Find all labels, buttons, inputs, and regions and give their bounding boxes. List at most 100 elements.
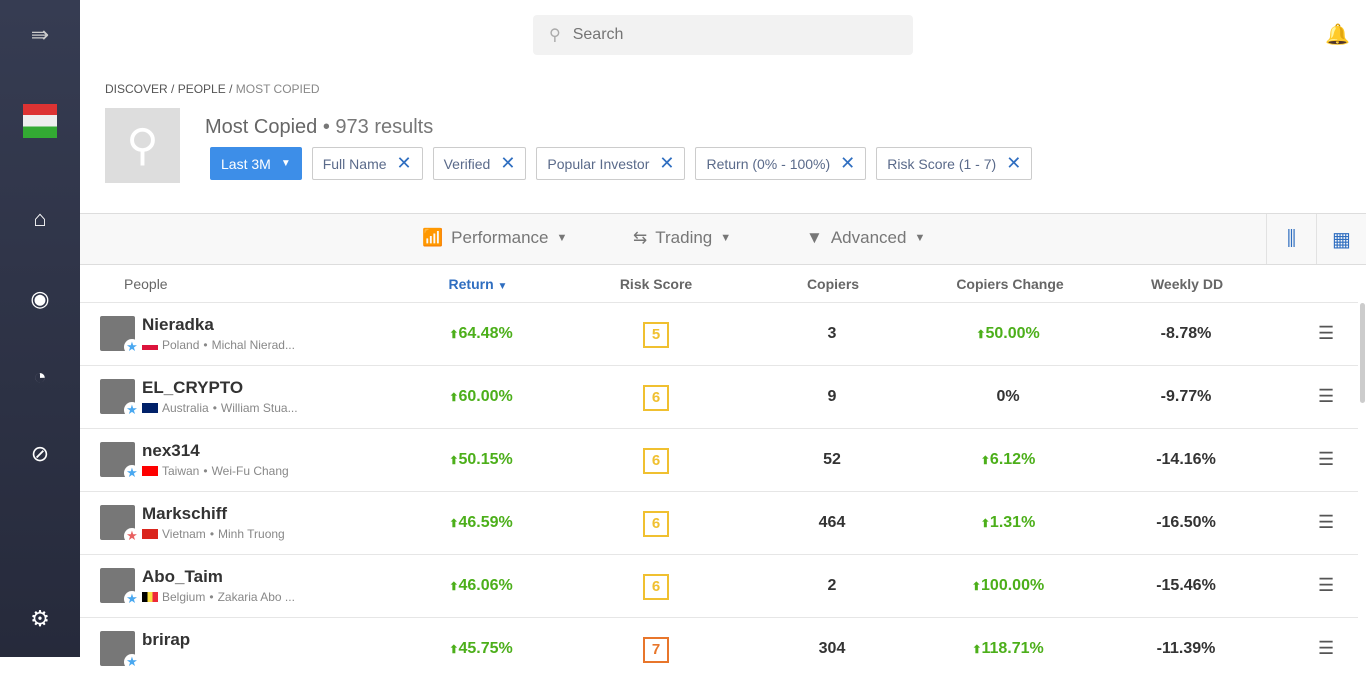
column-settings-icon[interactable]: ⫼ <box>1266 214 1316 264</box>
risk-score-badge: 6 <box>643 448 669 474</box>
table-row[interactable]: ★ brirap ⬆45.75% 7 304 ⬆118.71% -11.39% … <box>80 617 1358 680</box>
filter-chip[interactable]: Return (0% - 100%) ✕ <box>695 147 867 180</box>
table-row[interactable]: ★ nex314 Taiwan • Wei-Fu Chang ⬆50.15% 6… <box>80 428 1358 491</box>
col-risk[interactable]: Risk Score <box>619 276 693 292</box>
col-people[interactable]: People <box>124 276 168 292</box>
weekly-dd-value: -16.50% <box>1156 514 1216 531</box>
copiers-value: 2 <box>827 577 837 594</box>
discover-compass-icon[interactable]: ⊘ <box>30 441 50 466</box>
watchlist-icon[interactable]: ◉ <box>30 286 50 311</box>
table-row[interactable]: ★ Nieradka Poland • Michal Nierad... ⬆64… <box>80 302 1358 365</box>
return-value: ⬆64.48% <box>449 325 512 343</box>
change-text: 1.31% <box>989 514 1036 531</box>
up-arrow-icon: ⬆ <box>972 644 982 656</box>
risk-score-badge: 7 <box>643 637 669 663</box>
trader-username[interactable]: nex314 <box>142 441 200 460</box>
settings-gear-icon[interactable]: ⚙ <box>30 606 50 631</box>
remove-filter-icon[interactable]: ✕ <box>840 153 856 173</box>
remove-filter-icon[interactable]: ✕ <box>659 153 675 173</box>
flag-icon <box>142 592 158 602</box>
country: Vietnam <box>162 527 206 541</box>
table-row[interactable]: ★ Markschiff Vietnam • Minh Truong ⬆46.5… <box>80 491 1358 554</box>
col-weekly-dd[interactable]: Weekly DD <box>1150 276 1224 292</box>
table-row[interactable]: ★ EL_CRYPTO Australia • William Stua... … <box>80 365 1358 428</box>
trading-dropdown[interactable]: ⇆ Trading ▼ <box>633 228 732 247</box>
filter-chip[interactable]: Popular Investor ✕ <box>536 147 686 180</box>
table-row[interactable]: ★ Abo_Taim Belgium • Zakaria Abo ... ⬆46… <box>80 554 1358 617</box>
remove-filter-icon[interactable]: ✕ <box>500 153 516 173</box>
filter-chip[interactable]: Verified ✕ <box>432 147 527 180</box>
grid-view-icon[interactable]: ▦ <box>1316 214 1366 264</box>
trader-username[interactable]: Abo_Taim <box>142 567 223 586</box>
add-to-list-icon[interactable]: ☰ <box>1318 512 1335 532</box>
flag-icon <box>142 403 158 413</box>
search-icon: ⚲ <box>549 27 561 44</box>
home-icon[interactable]: ⌂ <box>33 206 47 231</box>
swap-arrows-icon: ⇆ <box>633 228 648 247</box>
star-icon: ★ <box>124 339 140 355</box>
trader-username[interactable]: Markschiff <box>142 504 228 523</box>
country: Taiwan <box>162 464 200 478</box>
add-to-list-icon[interactable]: ☰ <box>1318 638 1335 658</box>
up-arrow-icon: ⬆ <box>980 455 990 467</box>
trader-username[interactable]: Nieradka <box>142 315 214 334</box>
col-copiers[interactable]: Copiers <box>806 276 860 292</box>
col-return[interactable]: Return ▼ <box>449 276 508 292</box>
star-icon: ★ <box>124 528 140 544</box>
copiers-change-value: ⬆100.00% <box>972 577 1044 595</box>
performance-label: Performance <box>451 228 549 247</box>
up-arrow-icon: ⬆ <box>976 329 986 341</box>
sidebar: ⇛ ⌂ ◉ ◔ ⊘ ⚙ <box>0 0 80 657</box>
search-input[interactable] <box>572 26 873 44</box>
page-title: Most Copied • 973 results <box>205 116 433 139</box>
add-to-list-icon[interactable]: ☰ <box>1318 323 1335 343</box>
advanced-label: Advanced <box>830 228 907 247</box>
star-icon: ★ <box>124 402 140 418</box>
full-name: Zakaria Abo ... <box>217 590 295 604</box>
breadcrumb-people[interactable]: PEOPLE <box>177 82 226 96</box>
search-bar[interactable]: ⚲ <box>533 15 913 55</box>
full-name: William Stua... <box>220 401 298 415</box>
trader-username[interactable]: EL_CRYPTO <box>142 378 244 397</box>
filter-label: Verified <box>443 155 491 172</box>
copiers-value: 52 <box>823 451 841 468</box>
filter-label: Full Name <box>322 155 387 172</box>
risk-score-badge: 5 <box>643 322 669 348</box>
remove-filter-icon[interactable]: ✕ <box>396 153 412 173</box>
col-copiers-change[interactable]: Copiers Change <box>956 276 1064 292</box>
filter-chip[interactable]: Last 3M ▼ <box>210 147 302 180</box>
add-to-list-icon[interactable]: ☰ <box>1318 449 1335 469</box>
title-text: Most Copied <box>205 116 318 138</box>
star-icon: ★ <box>124 591 140 607</box>
trader-username[interactable]: brirap <box>142 630 191 649</box>
user-avatar[interactable] <box>23 104 57 138</box>
col-return-label: Return <box>448 276 494 292</box>
filter-chips: Last 3M ▼ Full Name ✕ Verified ✕ Popular Inves… <box>210 147 1033 180</box>
weekly-dd-value: -14.16% <box>1156 451 1216 468</box>
add-to-list-icon[interactable]: ☰ <box>1318 575 1335 595</box>
return-text: 46.59% <box>458 514 513 531</box>
performance-dropdown[interactable]: 📶 Performance ▼ <box>422 228 568 247</box>
filter-chip[interactable]: Full Name ✕ <box>311 147 423 180</box>
breadcrumb-discover[interactable]: DISCOVER <box>105 82 168 96</box>
advanced-dropdown[interactable]: ▼ Advanced ▼ <box>806 228 926 247</box>
remove-filter-icon[interactable]: ✕ <box>1006 153 1022 173</box>
scrollbar[interactable] <box>1360 303 1365 403</box>
star-icon: ★ <box>124 465 140 481</box>
breadcrumb: DISCOVER / PEOPLE / MOST COPIED <box>105 82 320 96</box>
portfolio-icon[interactable]: ◔ <box>33 364 47 389</box>
filter-chip[interactable]: Risk Score (1 - 7) ✕ <box>876 147 1033 180</box>
notifications-bell-icon[interactable]: 🔔 <box>1325 24 1350 46</box>
filter-label: Last 3M <box>221 155 271 172</box>
add-to-list-icon[interactable]: ☰ <box>1318 386 1335 406</box>
caret-down-icon: ▼ <box>280 158 291 169</box>
return-text: 45.75% <box>458 640 513 657</box>
filter-label: Popular Investor <box>547 155 650 172</box>
expand-menu-icon[interactable]: ⇛ <box>30 22 50 47</box>
risk-score-badge: 6 <box>643 511 669 537</box>
up-arrow-icon: ⬆ <box>980 518 990 530</box>
copiers-change-value: ⬆50.00% <box>976 325 1039 343</box>
return-text: 64.48% <box>458 325 513 342</box>
copiers-change-value: 0% <box>996 388 1019 406</box>
copiers-value: 304 <box>818 640 846 657</box>
